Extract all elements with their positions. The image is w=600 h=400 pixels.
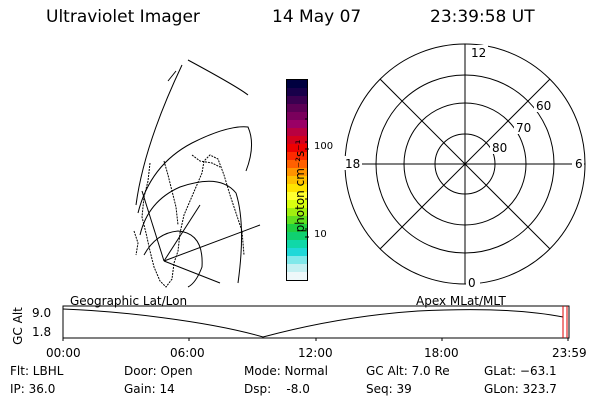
colorbar-segment xyxy=(287,80,307,88)
colorbar-segment xyxy=(287,216,307,224)
colorbar-segment xyxy=(287,144,307,152)
colorbar-segment xyxy=(287,232,307,240)
coastline xyxy=(163,160,179,226)
instrument-title: Ultraviolet Imager xyxy=(46,7,200,27)
timeline-left-title: Geographic Lat/Lon xyxy=(70,294,188,308)
date-label: 14 May 07 xyxy=(272,7,362,27)
colorbar-tick-10: 10 xyxy=(314,229,327,240)
colorbar-segment xyxy=(287,104,307,112)
colorbar-segment xyxy=(287,168,307,176)
status-dsp: Dsp: -8.0 xyxy=(244,382,310,396)
colorbar-segment xyxy=(287,240,307,248)
map-lon-line xyxy=(141,190,165,262)
mlt-label-left: 18 xyxy=(345,157,360,171)
lat-label-60: 60 xyxy=(536,99,551,113)
colorbar-segment xyxy=(287,112,307,120)
colorbar-segment xyxy=(287,200,307,208)
colorbar-segment xyxy=(287,128,307,136)
status-door: Door: Open xyxy=(124,364,193,378)
y-axis-label: GC Alt xyxy=(11,307,25,345)
mlt-label-right: 6 xyxy=(575,157,583,171)
altitude-curve xyxy=(62,308,564,338)
map-lon-line xyxy=(163,224,261,262)
colorbar-tick-100: 100 xyxy=(314,141,334,152)
lat-label-70: 70 xyxy=(516,121,531,135)
timeline-right-title: Apex MLat/MLT xyxy=(416,294,506,308)
y-tick-high: 9.0 xyxy=(32,306,52,320)
map-lon-line xyxy=(135,64,183,206)
time-tick-2: 12:00 xyxy=(298,346,333,360)
status-gc-alt: GC Alt: 7.0 Re xyxy=(366,364,450,378)
status-mode: Mode: Normal xyxy=(244,364,328,378)
colorbar-segment xyxy=(287,208,307,216)
colorbar-segment xyxy=(287,264,307,272)
colorbar-segment xyxy=(287,120,307,128)
map-lat-arc xyxy=(187,59,249,96)
altitude-timeline xyxy=(62,305,570,341)
timeline-frame xyxy=(62,305,570,339)
colorbar-segment xyxy=(287,192,307,200)
colorbar-segment xyxy=(287,160,307,168)
mlt-label-top: 12 xyxy=(471,46,486,60)
colorbar-segment xyxy=(287,152,307,160)
map-lon-line xyxy=(167,70,177,82)
status-seq: Seq: 39 xyxy=(366,382,412,396)
status-filter: Flt: LBHL xyxy=(10,364,64,378)
lat-label-80: 80 xyxy=(492,141,507,155)
colorbar-segment xyxy=(287,224,307,232)
geographic-map xyxy=(133,59,261,288)
time-tick-1: 06:00 xyxy=(170,346,205,360)
time-tick-3: 18:00 xyxy=(424,346,459,360)
time-tick-0: 00:00 xyxy=(46,346,81,360)
map-lat-arc xyxy=(137,126,252,214)
coastline xyxy=(141,154,245,288)
map-lat-arc xyxy=(139,180,243,284)
polar-axis xyxy=(379,78,551,250)
status-gain: Gain: 14 xyxy=(124,382,175,396)
colorbar-segment xyxy=(287,272,307,280)
time-tick-4: 23:59 xyxy=(552,346,587,360)
status-glon: GLon: 323.7 xyxy=(484,382,557,396)
colorbar-ticks xyxy=(305,118,309,238)
polar-mlt-plot: 12 0 18 6 60 70 80 xyxy=(344,43,586,290)
y-tick-low: 1.8 xyxy=(32,325,52,339)
map-lat-arc xyxy=(143,230,203,288)
mlt-label-bottom: 0 xyxy=(468,276,476,290)
colorbar-segment xyxy=(287,136,307,144)
status-ip: IP: 36.0 xyxy=(10,382,56,396)
coastline xyxy=(191,154,221,168)
colorbar-segment xyxy=(287,176,307,184)
colorbar-segment xyxy=(287,256,307,264)
colorbar-segment xyxy=(287,96,307,104)
coastline xyxy=(133,230,139,256)
colorbar xyxy=(286,79,308,281)
time-label: 23:39:58 UT xyxy=(430,7,535,27)
status-glat: GLat: −63.1 xyxy=(484,364,557,378)
colorbar-segment xyxy=(287,248,307,256)
colorbar-segment xyxy=(287,88,307,96)
map-lon-line xyxy=(163,260,221,284)
colorbar-segment xyxy=(287,184,307,192)
map-lon-line xyxy=(163,204,201,262)
